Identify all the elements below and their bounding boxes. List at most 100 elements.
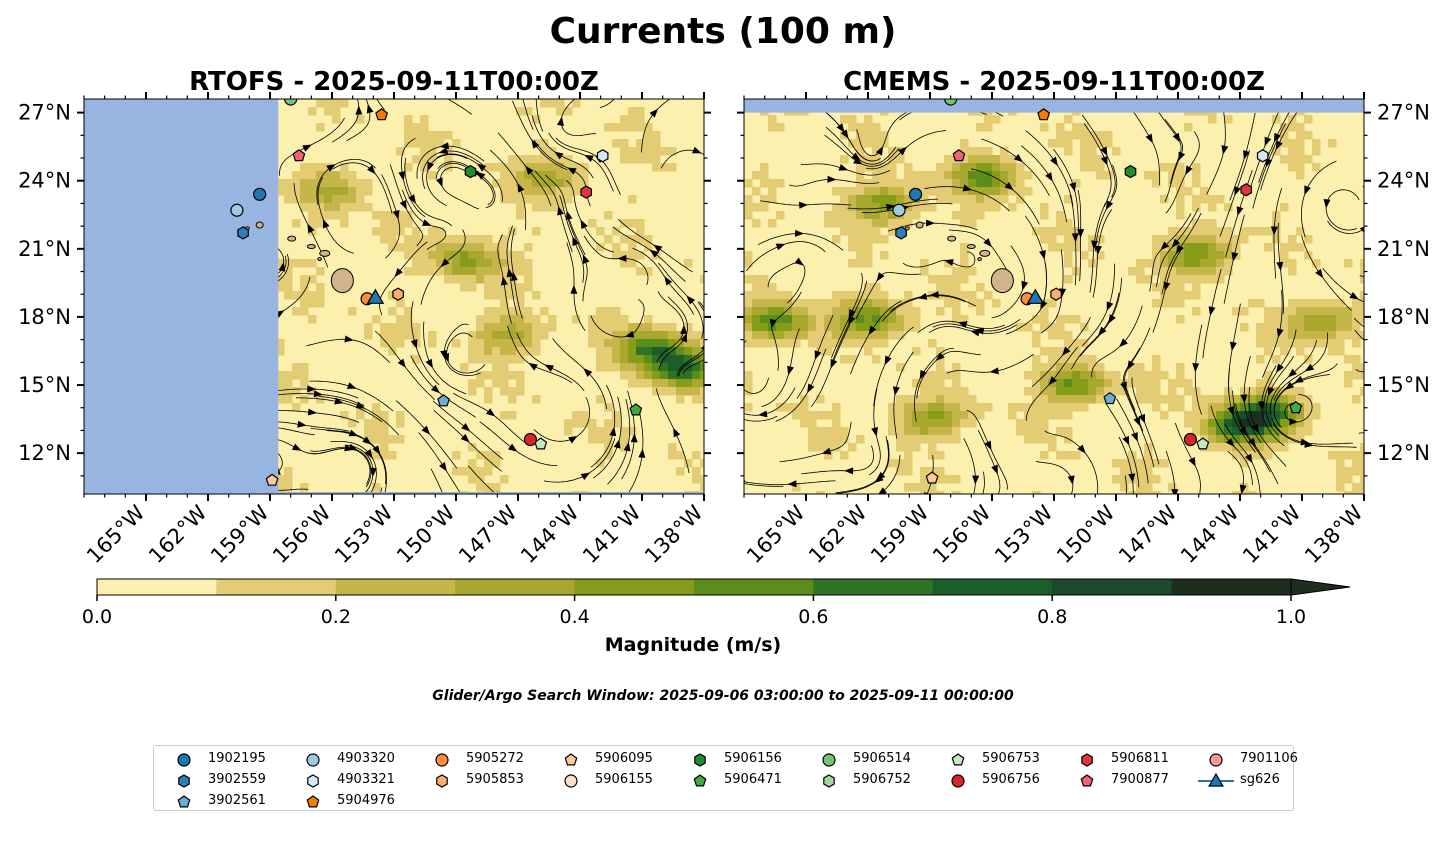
colorbar-segment bbox=[813, 579, 934, 595]
island-shape bbox=[255, 221, 264, 229]
y-tick-label: 15°N bbox=[18, 373, 71, 397]
x-tick-label: 159°W bbox=[866, 500, 934, 568]
legend-symbol bbox=[436, 774, 448, 788]
colorbar-tick-label: 0.6 bbox=[798, 606, 828, 628]
island-shape bbox=[330, 268, 354, 294]
island-shape bbox=[979, 249, 991, 257]
legend-label: 5906514 bbox=[853, 751, 911, 766]
island-shape bbox=[977, 257, 982, 262]
island-shape bbox=[317, 257, 322, 262]
search-window-text: Glider/Argo Search Window: 2025-09-06 03… bbox=[432, 688, 1014, 704]
legend-marker-icon bbox=[1080, 774, 1094, 787]
island-shape bbox=[966, 244, 976, 250]
legend-symbol bbox=[1209, 753, 1223, 767]
x-tick-label: 153°W bbox=[990, 500, 1058, 568]
hawaiian-islands bbox=[904, 221, 1014, 294]
legend-symbol bbox=[177, 795, 191, 808]
island-shape bbox=[904, 226, 910, 231]
island-shape bbox=[287, 235, 297, 242]
float-marker-5905853 bbox=[1050, 287, 1062, 301]
legend-symbol bbox=[307, 774, 319, 788]
legend-marker-icon bbox=[823, 774, 835, 788]
island-shape bbox=[947, 235, 957, 242]
float-marker-3902559 bbox=[237, 226, 249, 240]
legend-marker-icon bbox=[306, 795, 320, 808]
legend-symbol bbox=[177, 753, 191, 767]
colorbar-segment bbox=[335, 579, 456, 595]
map-panel-cmems: 165°W162°W159°W156°W153°W150°W147°W144°W… bbox=[737, 92, 1430, 568]
colorbar-segment bbox=[1171, 579, 1292, 595]
legend-symbol bbox=[951, 774, 965, 788]
legend-marker-icon bbox=[564, 753, 578, 766]
float-marker-5906756 bbox=[523, 432, 538, 447]
colorbar-label: Magnitude (m/s) bbox=[605, 634, 782, 656]
legend-symbol bbox=[564, 753, 578, 766]
float-marker-5906811 bbox=[1240, 183, 1253, 197]
colorbar-tick-label: 0.2 bbox=[321, 606, 351, 628]
legend-marker-icon bbox=[306, 753, 320, 767]
colorbar-segment bbox=[216, 579, 337, 595]
legend-marker-icon bbox=[307, 774, 319, 788]
figure-title: Currents (100 m) bbox=[550, 11, 897, 52]
float-marker-5906156 bbox=[464, 164, 477, 179]
legend-label: 5905853 bbox=[466, 772, 524, 787]
legend-marker-icon bbox=[693, 774, 707, 787]
y-tick-label: 18°N bbox=[18, 305, 71, 329]
legend-label: 5905272 bbox=[466, 751, 524, 766]
y-tick-label: 15°N bbox=[1377, 373, 1430, 397]
island-shape bbox=[319, 249, 331, 257]
y-tick-label: 21°N bbox=[1377, 237, 1430, 261]
island-shape bbox=[990, 268, 1014, 294]
legend-symbol bbox=[564, 774, 578, 788]
colorbar-tick-label: 1.0 bbox=[1276, 606, 1306, 628]
float-marker-5906095 bbox=[265, 473, 279, 486]
float-marker-5906471 bbox=[1289, 400, 1303, 414]
x-tick-label: 138°W bbox=[1300, 500, 1368, 568]
y-tick-label: 21°N bbox=[18, 237, 71, 261]
x-tick-label: 153°W bbox=[330, 500, 398, 568]
colorbar-segment bbox=[1052, 579, 1173, 595]
float-legend: 1902195 3902559 3902561 4903320 4903321 59049… bbox=[153, 745, 1298, 811]
legend-symbol bbox=[178, 774, 190, 788]
legend-marker-icon bbox=[1209, 753, 1223, 767]
y-tick-label: 24°N bbox=[1377, 169, 1430, 193]
legend-symbol bbox=[693, 774, 707, 787]
float-marker-4903320 bbox=[230, 203, 244, 217]
streamlines bbox=[744, 99, 1364, 494]
legend-marker-icon bbox=[177, 753, 191, 767]
float-markers bbox=[892, 99, 1303, 484]
legend-label: 5906811 bbox=[1111, 751, 1169, 766]
map-plot-area bbox=[84, 99, 704, 494]
y-tick-label: 12°N bbox=[18, 441, 71, 465]
float-marker-4903321 bbox=[596, 149, 609, 163]
legend-label: 5906095 bbox=[595, 751, 653, 766]
legend-symbol bbox=[823, 774, 835, 788]
float-marker-1902195 bbox=[253, 187, 267, 201]
colorbar-tick-label: 0.8 bbox=[1037, 606, 1067, 628]
float-marker-1902195 bbox=[908, 187, 923, 201]
map-plot-area bbox=[744, 99, 1364, 494]
x-tick-label: 162°W bbox=[144, 500, 212, 568]
legend-symbol bbox=[306, 795, 320, 808]
legend-label: 5904976 bbox=[337, 793, 395, 808]
legend-label: 5906752 bbox=[853, 772, 911, 787]
float-marker-5906756 bbox=[1183, 432, 1198, 447]
x-tick-label: 156°W bbox=[268, 500, 336, 568]
y-tick-label: 27°N bbox=[1377, 101, 1430, 125]
legend-marker-icon bbox=[1081, 753, 1093, 767]
float-marker-5904976 bbox=[375, 108, 389, 121]
float-marker-5906471 bbox=[629, 403, 643, 416]
legend-label: sg626 bbox=[1240, 772, 1280, 787]
x-tick-label: 144°W bbox=[516, 500, 584, 568]
float-marker-5905853 bbox=[392, 287, 404, 301]
legend-symbol bbox=[306, 753, 320, 767]
y-tick-label: 24°N bbox=[18, 169, 71, 193]
legend-label: 5906753 bbox=[982, 751, 1040, 766]
glider-marker-sg626 bbox=[366, 288, 385, 304]
x-tick-label: 147°W bbox=[454, 500, 522, 568]
legend-label: 7901106 bbox=[1240, 751, 1298, 766]
legend-label: 5906155 bbox=[595, 772, 653, 787]
legend-label: 4903321 bbox=[337, 772, 395, 787]
float-marker-3902561 bbox=[1103, 391, 1117, 405]
legend-label: 5906471 bbox=[724, 772, 782, 787]
